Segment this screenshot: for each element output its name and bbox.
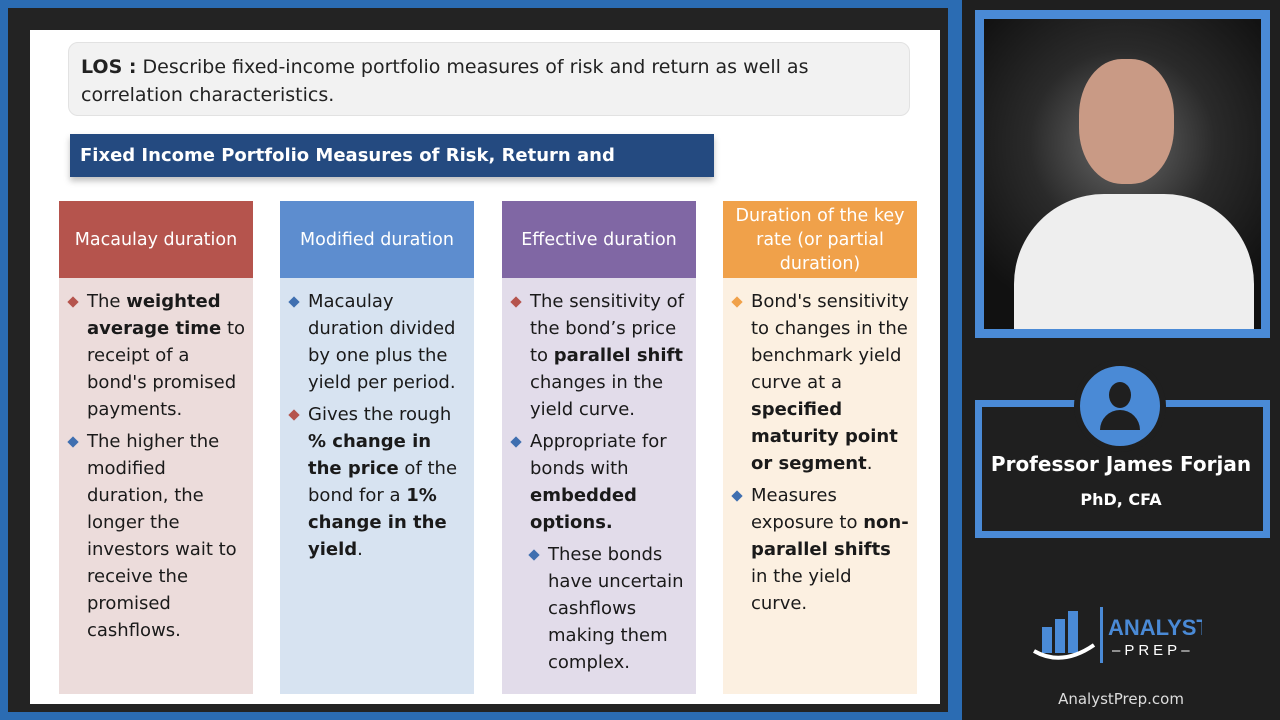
bullet-text: The sensitivity of the bond’s price to	[530, 291, 684, 366]
bullet-text: of the bond for a	[308, 458, 458, 506]
bullet-text: .	[357, 539, 363, 560]
bullet-item: These bonds have uncertain cashflows mak…	[508, 541, 690, 676]
presenter-panel: Professor James Forjan PhD, CFA ANALYST …	[962, 0, 1280, 720]
column-header: Macaulay duration	[59, 201, 253, 278]
svg-text:–PREP–: –PREP–	[1112, 642, 1194, 659]
column-body: The weighted average time to receipt of …	[59, 278, 253, 694]
bullet-text: to receipt of a bond's promised payments…	[87, 318, 246, 420]
presenter-credentials: PhD, CFA	[1080, 490, 1162, 509]
column-2: Modified duration Macaulay duration divid…	[280, 201, 474, 694]
diamond-bullet-icon	[731, 296, 743, 308]
diamond-bullet-icon	[510, 436, 522, 448]
slide: LOS : Describe fixed-income portfolio me…	[30, 30, 940, 704]
diamond-bullet-icon	[288, 409, 300, 421]
bullet-item: The higher the modified duration, the lo…	[65, 428, 247, 644]
los-text: Describe fixed-income portfolio measures…	[81, 56, 809, 106]
bullet-text-bold: non-parallel shifts	[751, 512, 909, 560]
bullet-text-bold: specified maturity point or segment	[751, 399, 898, 474]
bullet-text: Measures exposure to	[751, 485, 864, 533]
user-avatar-icon	[1074, 360, 1166, 452]
bullet-text-bold: embedded options.	[530, 485, 637, 533]
column-body: Bond's sensitivity to changes in the ben…	[723, 278, 917, 694]
column-header: Effective duration	[502, 201, 696, 278]
learning-objective: LOS : Describe fixed-income portfolio me…	[68, 42, 910, 116]
diamond-bullet-icon	[510, 296, 522, 308]
bullet-text-bold: parallel shift	[553, 345, 683, 366]
bullet-text: The higher the modified duration, the lo…	[87, 431, 237, 641]
presenter-video	[975, 10, 1270, 338]
bullet-text: Gives the rough	[308, 404, 452, 425]
column-header: Duration of the key rate (or partial dur…	[723, 201, 917, 278]
column-3: Effective duration The sensitivity of the…	[502, 201, 696, 694]
bullet-item: Bond's sensitivity to changes in the ben…	[729, 288, 911, 477]
bullet-text: Appropriate for bonds with	[530, 431, 667, 479]
bullet-text: Bond's sensitivity to changes in the ben…	[751, 291, 909, 393]
column-1: Macaulay duration The weighted average ti…	[59, 201, 253, 694]
bullet-text: in the yield curve.	[751, 566, 852, 614]
diamond-bullet-icon	[67, 436, 79, 448]
website-link[interactable]: AnalystPrep.com	[1058, 690, 1184, 708]
column-header: Modified duration	[280, 201, 474, 278]
los-label: LOS :	[81, 56, 137, 78]
bullet-text-bold: % change in the price	[308, 431, 432, 479]
bullet-text: changes in the yield curve.	[530, 372, 664, 420]
bullet-text-bold: weighted average time	[87, 291, 222, 339]
presenter-name: Professor James Forjan	[990, 452, 1252, 476]
bullet-item: Gives the rough % change in the price of…	[286, 401, 468, 563]
bullet-text: Macaulay duration divided by one plus th…	[308, 291, 456, 393]
diamond-bullet-icon	[67, 296, 79, 308]
bullet-item: Macaulay duration divided by one plus th…	[286, 288, 468, 396]
bullet-text: The	[87, 291, 127, 312]
bullet-item: Appropriate for bonds with embedded opti…	[508, 428, 690, 536]
diamond-bullet-icon	[731, 490, 743, 502]
diamond-bullet-icon	[528, 549, 540, 561]
column-body: Macaulay duration divided by one plus th…	[280, 278, 474, 694]
slide-frame: LOS : Describe fixed-income portfolio me…	[8, 8, 948, 712]
bullet-item: The weighted average time to receipt of …	[65, 288, 247, 423]
column-4: Duration of the key rate (or partial dur…	[723, 201, 917, 694]
svg-text:ANALYST: ANALYST	[1108, 615, 1202, 640]
column-body: The sensitivity of the bond’s price to p…	[502, 278, 696, 694]
bullet-item: Measures exposure to non-parallel shifts…	[729, 482, 911, 617]
bullet-text-bold: 1% change in the yield	[308, 485, 447, 560]
bullet-text: .	[866, 453, 873, 474]
webcam-feed	[984, 19, 1261, 329]
analystprep-logo: ANALYST –PREP–	[1032, 605, 1210, 665]
bullet-text: These bonds have uncertain cashflows mak…	[548, 544, 684, 673]
slide-title-banner: Fixed Income Portfolio Measures of Risk,…	[70, 134, 714, 209]
diamond-bullet-icon	[288, 296, 300, 308]
bullet-item: The sensitivity of the bond’s price to p…	[508, 288, 690, 423]
